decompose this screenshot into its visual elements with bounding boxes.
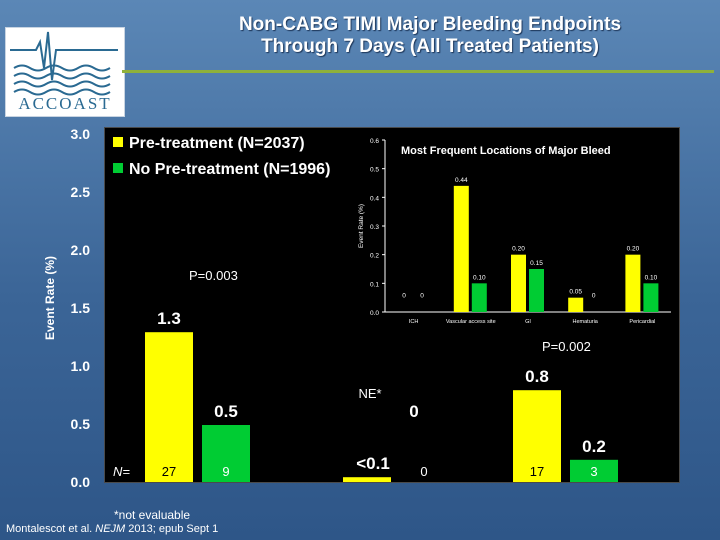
citation: Montalescot et al. NEJM 2013; epub Sept … — [6, 523, 218, 535]
bar — [513, 390, 561, 482]
inset-bar — [453, 185, 469, 312]
inset-bar — [511, 254, 526, 312]
bar-value-label: 0 — [409, 402, 418, 421]
y-tick-label: 0.5 — [70, 416, 90, 432]
inset-bar-value-label: 0 — [402, 293, 406, 300]
p-value-major: P=0.003 — [189, 268, 238, 283]
inset-bar — [529, 269, 544, 312]
inset-y-tick-label: 0.1 — [370, 281, 379, 288]
inset-bar-value-label: 0.10 — [473, 274, 486, 281]
n-count-label: 0 — [420, 464, 427, 479]
inset-bar — [471, 283, 487, 312]
n-count-label: 9 — [222, 464, 229, 479]
bar-value-label: 1.3 — [157, 309, 181, 328]
accoast-logo: ACCOAST — [5, 27, 125, 117]
inset-y-tick-label: 0.2 — [370, 253, 379, 260]
inset-bar — [643, 283, 659, 312]
n-count-label: 27 — [162, 464, 176, 479]
bar — [202, 425, 250, 482]
logo-text: ACCOAST — [18, 94, 112, 113]
citation-authors: Montalescot et al. — [6, 523, 93, 535]
bar — [570, 459, 618, 482]
legend-swatch — [113, 163, 123, 173]
legend-label: No Pre-treatment (N=1996) — [129, 161, 330, 178]
y-tick-label: 2.5 — [70, 184, 90, 200]
inset-category-label: GI — [525, 319, 531, 325]
inset-y-tick-label: 0.0 — [370, 310, 379, 317]
inset-y-axis-label: Event Rate (%) — [358, 204, 365, 248]
inset-category-label: Hematuria — [573, 319, 599, 325]
inset-bar — [625, 254, 641, 312]
main-chart: Pre-treatment (N=2037) No Pre-treatment (… — [104, 127, 680, 483]
page-title: Non-CABG TIMI Major Bleeding Endpoints T… — [150, 14, 710, 58]
inset-category-label: Pericardial — [629, 319, 655, 325]
inset-bar-value-label: 0.15 — [530, 260, 543, 267]
inset-y-tick-label: 0.4 — [370, 195, 379, 202]
citation-journal: NEJM — [95, 523, 126, 535]
bar-value-label: 0.5 — [214, 402, 238, 421]
bar — [343, 477, 391, 482]
inset-category-label: ICH — [409, 319, 419, 325]
bar-value-label: 0.2 — [582, 437, 606, 456]
inset-category-label: Vascular access site — [446, 319, 496, 325]
inset-bar — [568, 297, 584, 312]
y-tick-label: 0.0 — [70, 474, 90, 490]
legend-label: Pre-treatment (N=2037) — [129, 135, 305, 152]
ecg-wave-icon — [10, 31, 118, 96]
ne-annotation: NE* — [358, 386, 381, 401]
y-axis-label-text: Event Rate (%) — [43, 255, 57, 341]
inset-bar-value-label: 0 — [592, 293, 596, 300]
chart-svg: Pre-treatment (N=2037) No Pre-treatment (… — [113, 135, 671, 482]
n-count-label: 3 — [590, 464, 597, 479]
inset-title: Most Frequent Locations of Major Bleed — [401, 145, 611, 157]
y-tick-label: 3.0 — [70, 126, 90, 142]
title-line-1: Non-CABG TIMI Major Bleeding Endpoints — [238, 14, 622, 35]
title-underline — [122, 70, 714, 73]
footnote: *not evaluable — [114, 508, 191, 522]
bar-value-label: 0.8 — [525, 367, 549, 386]
legend-swatch — [113, 137, 123, 147]
inset-y-tick-label: 0.5 — [370, 167, 379, 174]
inset-bar-value-label: 0 — [420, 293, 424, 300]
title-line-2: Through 7 Days (All Treated Patients) — [261, 36, 599, 57]
inset-y-tick-label: 0.3 — [370, 224, 379, 231]
n-count-label: 1 — [363, 464, 370, 479]
inset-bar-value-label: 0.05 — [569, 289, 582, 296]
n-prefix-label: N= — [113, 464, 130, 479]
y-tick-label: 1.0 — [70, 358, 90, 374]
y-tick-label: 2.0 — [70, 242, 90, 258]
y-tick-label: 1.5 — [70, 300, 90, 316]
inset-y-tick-label: 0.6 — [370, 138, 379, 145]
n-count-label: 17 — [530, 464, 544, 479]
inset-bar-value-label: 0.20 — [627, 246, 640, 253]
bar — [145, 332, 193, 482]
citation-rest: 2013; epub Sept 1 — [128, 523, 219, 535]
inset-bar-value-label: 0.44 — [455, 177, 468, 184]
p-value-life: P=0.002 — [542, 339, 591, 354]
inset-bar-value-label: 0.10 — [645, 274, 658, 281]
inset-bar-value-label: 0.20 — [512, 246, 525, 253]
bar-value-label: <0.1 — [356, 454, 390, 473]
